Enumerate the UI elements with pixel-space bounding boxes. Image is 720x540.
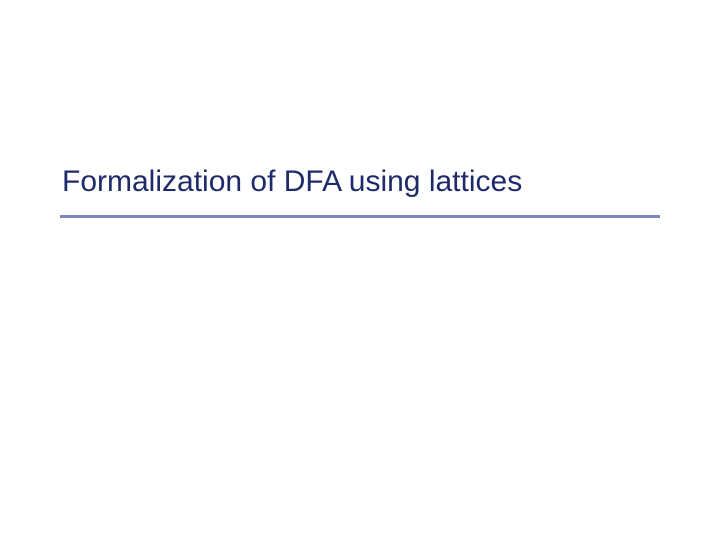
slide-title: Formalization of DFA using lattices bbox=[62, 165, 658, 199]
slide: Formalization of DFA using lattices bbox=[0, 0, 720, 540]
title-block: Formalization of DFA using lattices bbox=[62, 165, 658, 199]
divider-rule bbox=[60, 215, 660, 218]
